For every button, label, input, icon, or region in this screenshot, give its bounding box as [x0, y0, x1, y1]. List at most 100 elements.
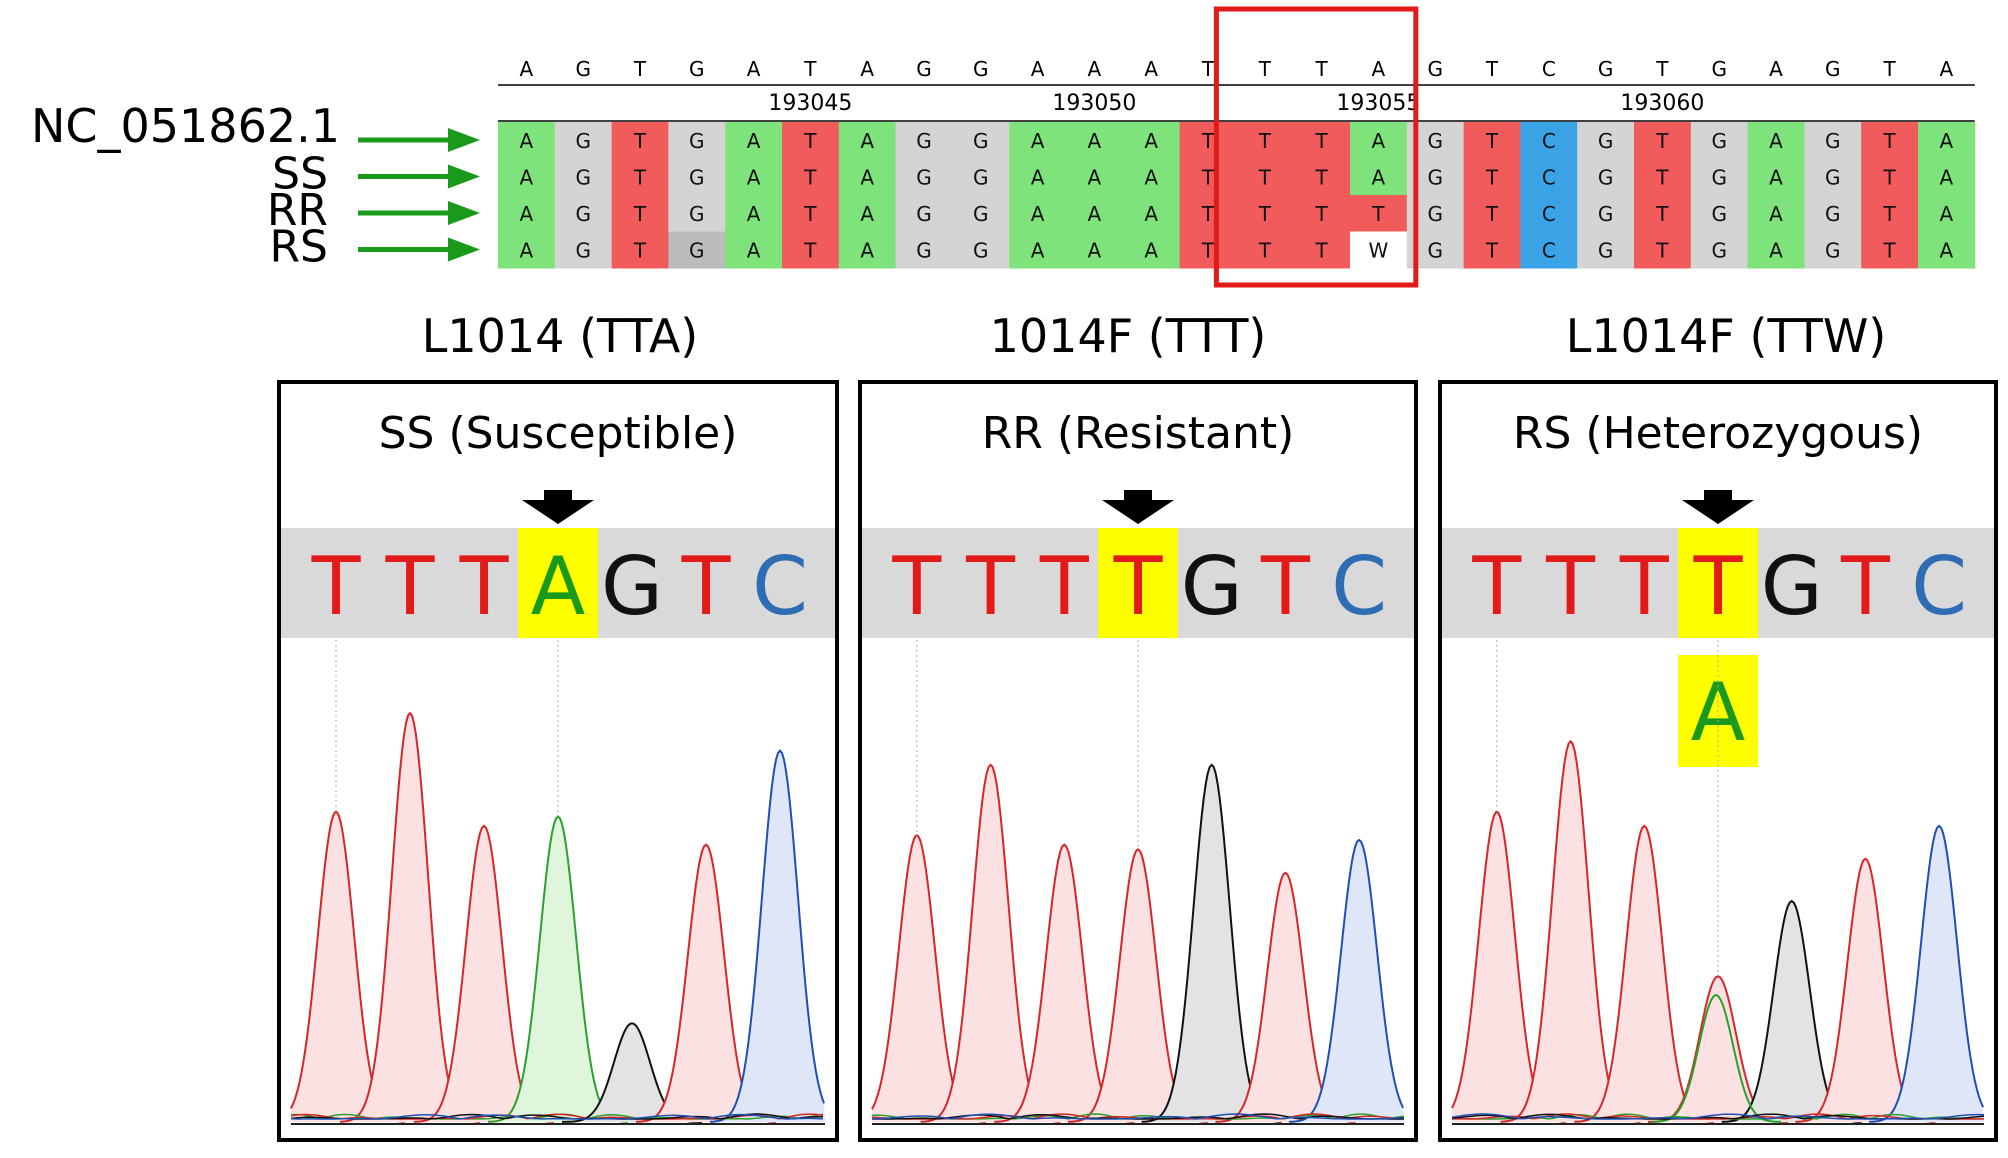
base-call: T: [385, 540, 436, 633]
mutation-highlight: [518, 528, 598, 638]
alignment-cell: [895, 122, 953, 159]
genotype-panel: L1014 (TTA)SS (Susceptible)T T T A G T C: [277, 309, 839, 1142]
alignment-cell: [1350, 158, 1408, 196]
alignment-cell: [1293, 231, 1351, 269]
alignment-cell: [1463, 122, 1521, 159]
alignment-base: A: [1088, 166, 1102, 190]
position-label: 193060: [1620, 91, 1704, 116]
base-call: G: [1761, 540, 1823, 633]
alignment-base: G: [973, 166, 989, 190]
alignment-base: G: [1825, 129, 1841, 153]
chromatogram-panels: L1014 (TTA)SS (Susceptible)T T T A G T C1014F …: [277, 309, 1998, 1142]
alignment-base: G: [1598, 129, 1614, 153]
alignment-cell: [1577, 195, 1635, 232]
genotype-panel: L1014F (TTW)RS (Heterozygous)T T T T G T CA: [1438, 309, 1998, 1142]
row-arrow-head: [448, 237, 480, 262]
alignment-base: A: [747, 202, 761, 226]
alignment-cell: [1747, 158, 1805, 196]
alignment-base: G: [1825, 166, 1841, 190]
base-call: T: [1039, 540, 1090, 633]
consensus-base: A: [1769, 57, 1783, 81]
consensus-base: A: [520, 57, 534, 81]
base-call: T: [1113, 540, 1164, 633]
consensus-base: A: [1144, 57, 1158, 81]
alignment-base: G: [1825, 202, 1841, 226]
position-label: 193055: [1336, 91, 1420, 116]
alignment-base: A: [1940, 239, 1954, 263]
alignment-cell: [1690, 231, 1749, 269]
alignment-cell: [1747, 122, 1805, 159]
panel-title: RR (Resistant): [982, 408, 1295, 459]
trace-baseline: [1451, 1113, 1985, 1120]
mutation-highlight: [1678, 528, 1758, 638]
alignment-base: T: [1258, 129, 1272, 153]
alignment-base: A: [1769, 166, 1783, 190]
consensus-base: G: [1825, 57, 1841, 81]
peak-fill: [1500, 741, 1641, 1122]
base-call: A: [531, 540, 586, 633]
alignment-cell: [1009, 158, 1067, 196]
alignment-cell: [1179, 195, 1237, 232]
peak-fill: [562, 1023, 702, 1122]
position-label: 193050: [1052, 91, 1136, 116]
peak-fill: [414, 825, 554, 1122]
alignment-base: A: [1769, 129, 1783, 153]
alignment-base: A: [1940, 202, 1954, 226]
alignment-cell: [1690, 195, 1749, 232]
base-call: T: [1471, 540, 1522, 633]
alignment-base: A: [520, 129, 534, 153]
alignment-cell: [782, 231, 840, 269]
alignment-cell: [611, 231, 669, 269]
alignment-cell: [1577, 122, 1635, 159]
alignment-base: T: [1314, 166, 1328, 190]
codon-highlight-box: [1213, 6, 1419, 288]
alignment-cell: [1179, 122, 1237, 159]
alignment-cell: [1463, 158, 1521, 196]
alignment-base: G: [1427, 166, 1443, 190]
alignment-cell: [952, 231, 1010, 269]
alignment-cell: [1293, 158, 1351, 196]
consensus-base: C: [1542, 57, 1556, 81]
alignment-base: G: [1598, 202, 1614, 226]
row-arrow-head: [448, 128, 480, 152]
mutation-highlight: [1098, 528, 1178, 638]
alignment-base: G: [689, 129, 705, 153]
trace-baseline: [871, 1113, 1405, 1120]
alignment-base: C: [1542, 129, 1556, 153]
alignment-cell: [498, 122, 556, 159]
alignment-cell: [1009, 231, 1067, 269]
alignment-cell: [1747, 195, 1805, 232]
alignment-base: T: [803, 166, 817, 190]
alignment-cell: [725, 122, 783, 159]
alignment-cell: [1861, 158, 1919, 196]
alignment-cell: [1122, 231, 1181, 269]
alignment-base: T: [1655, 166, 1669, 190]
peak-fill: [1869, 825, 1984, 1122]
alignment-cell: [611, 158, 669, 196]
consensus-base: A: [1940, 57, 1954, 81]
base-call: T: [1545, 540, 1596, 633]
alignment-base: T: [1258, 202, 1272, 226]
alignment-cell: [1179, 158, 1237, 196]
alignment-base: G: [575, 202, 591, 226]
row-arrow-head: [448, 164, 480, 189]
alignment-cell: [782, 158, 840, 196]
alignment-cell: [1122, 122, 1181, 159]
alignment-cell: [1634, 158, 1692, 196]
alignment-base: A: [1144, 129, 1158, 153]
alignment-cell: [782, 195, 840, 232]
consensus-base: T: [1258, 57, 1272, 81]
base-call: T: [965, 540, 1016, 633]
alignment-base: T: [1882, 202, 1896, 226]
alignment-base: G: [916, 239, 932, 263]
alignment-base: C: [1542, 202, 1556, 226]
alignment-base: G: [1711, 166, 1727, 190]
sequence-name: SS: [272, 149, 328, 200]
alignment-base: T: [1201, 129, 1215, 153]
genotype-heading: L1014F (TTW): [1566, 309, 1887, 363]
base-call: T: [1260, 540, 1311, 633]
alignment-base: T: [803, 239, 817, 263]
peak-fill: [1068, 849, 1208, 1122]
mutation-arrow: [1682, 490, 1754, 524]
